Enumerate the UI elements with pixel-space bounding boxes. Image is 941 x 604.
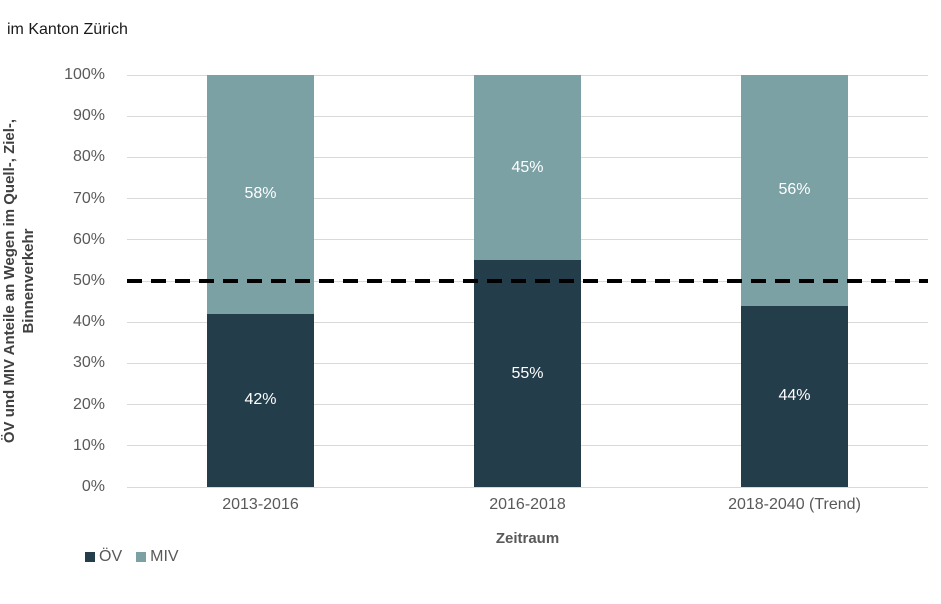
- bar-value-label: 45%: [511, 158, 544, 176]
- y-tick-label: 60%: [72, 230, 105, 248]
- legend-label-oev: ÖV: [99, 548, 123, 565]
- miv-swatch-icon: [136, 552, 147, 562]
- x-axis-title: Zeitraum: [495, 530, 560, 547]
- y-tick-label: 10%: [72, 436, 105, 454]
- x-tick-label: 2013-2016: [222, 496, 299, 513]
- y-tick-label: 100%: [64, 66, 105, 83]
- gridline: [127, 486, 928, 488]
- bar-group: 56% 44%: [741, 75, 848, 487]
- y-tick-label: 70%: [72, 189, 105, 207]
- bar-segment-oev: 42%: [207, 313, 314, 487]
- bar-value-label: 55%: [511, 364, 544, 382]
- bar-segment-miv: 45%: [474, 75, 581, 261]
- gridline: [127, 74, 928, 76]
- y-tick-label: 90%: [72, 107, 105, 125]
- bar-segment-oev: 55%: [474, 260, 581, 487]
- legend-item-oev: ÖV: [85, 548, 122, 566]
- bar-group: 58% 42%: [207, 75, 314, 487]
- y-tick-label: 20%: [72, 395, 105, 413]
- y-tick-label: 0%: [81, 478, 105, 495]
- plot-area: 0% 10% 20% 30% 40% 50% 60% 70% 80% 90% 100% 58% 42% 4…: [64, 66, 928, 495]
- x-axis-tick-labels: 2013-2016 2016-2018 2018-2040 (Trend): [127, 496, 928, 514]
- x-tick-label: 2016-2018: [489, 496, 566, 513]
- y-axis-title: ÖV und MIV Anteile an Wegen im Quell-, Z…: [1, 118, 37, 444]
- y-tick-label: 80%: [72, 148, 105, 166]
- bar-value-label: 44%: [778, 387, 811, 405]
- bar-value-label: 56%: [778, 181, 811, 199]
- y-axis-title-box: ÖV und MIV Anteile an Wegen im Quell-, Z…: [0, 75, 42, 487]
- reference-line-50pct: [127, 279, 928, 283]
- y-tick-label: 30%: [72, 354, 105, 372]
- legend-item-miv: MIV: [136, 548, 179, 566]
- bar-segment-miv: 58%: [207, 75, 314, 314]
- bar-value-label: 42%: [244, 391, 277, 409]
- y-tick-label: 50%: [72, 272, 105, 289]
- oev-swatch-icon: [85, 552, 95, 562]
- legend-label-miv: MIV: [150, 548, 179, 565]
- bar-segment-oev: 44%: [741, 305, 848, 487]
- bar-group: 45% 55%: [474, 75, 581, 487]
- bar-value-label: 58%: [244, 185, 277, 203]
- x-tick-label: 2018-2040 (Trend): [728, 496, 861, 513]
- legend: ÖV MIV: [85, 548, 179, 566]
- bar-segment-miv: 56%: [741, 75, 848, 306]
- y-tick-label: 40%: [72, 313, 105, 331]
- chart-title: im Kanton Zürich: [7, 21, 128, 38]
